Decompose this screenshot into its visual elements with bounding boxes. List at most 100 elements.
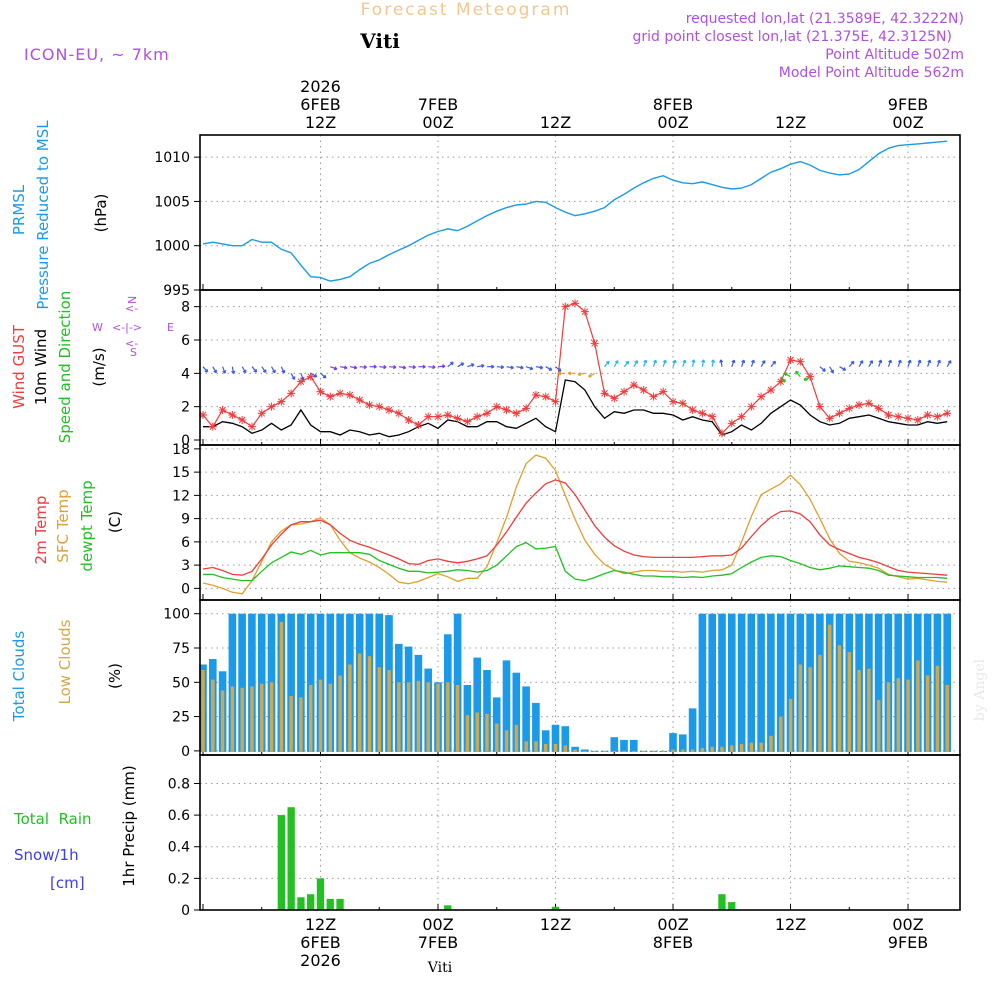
rain-bar: [551, 906, 560, 910]
gridpoint-coords: grid point closest lon,lat (21.375E, 42.…: [632, 29, 952, 45]
low-cloud-bar: [201, 670, 205, 752]
station-name: Viti: [359, 29, 400, 53]
wind-direction-arrow: [633, 360, 638, 367]
low-cloud-bar: [700, 748, 705, 752]
credit: by Angel: [972, 658, 988, 721]
wind-direction-arrow: [339, 365, 348, 370]
wind-unit: (m/s): [90, 347, 108, 386]
gust-marker: [629, 381, 638, 389]
cloud-labels: Total Clouds Low Clouds (%): [10, 619, 124, 722]
snow-unit: [cm]: [50, 874, 85, 892]
gust-marker: [806, 372, 815, 381]
wind-direction-arrow: [839, 366, 847, 371]
low-cloud-bar: [602, 750, 607, 752]
model-name: ICON-EU, ~ 7km: [24, 45, 170, 64]
wind-10m-line: [203, 379, 948, 438]
wind-ytick-label: 2: [181, 400, 190, 416]
wind-direction-arrow: [829, 366, 834, 374]
wind-direction-arrow: [428, 365, 436, 370]
wind-direction-arrow: [750, 359, 755, 367]
gust-marker: [923, 411, 932, 419]
low-cloud-bar: [387, 670, 391, 752]
total-cloud-bar: [620, 739, 628, 752]
wind-direction-arrow: [300, 373, 305, 381]
pressure-label-2: Pressure Reduced to MSL: [34, 120, 52, 310]
total-cloud-bar: [776, 613, 785, 752]
low-cloud-bar: [397, 682, 401, 752]
pressure-ytick-label: 1000: [154, 239, 190, 255]
wind-label-1: Wind GUST: [10, 324, 28, 409]
wind-direction-arrow: [270, 366, 276, 374]
total-cloud-bar: [610, 737, 619, 752]
pressure-ytick-label: 1005: [154, 194, 190, 210]
precip-frame: [199, 754, 961, 911]
top-time-label: 8FEB: [653, 95, 693, 114]
low-cloud-bar: [495, 723, 499, 752]
gust-marker: [345, 391, 354, 399]
low-cloud-bar: [544, 744, 548, 752]
top-time-label: 6FEB: [300, 95, 340, 114]
wind-direction-arrow: [760, 360, 766, 367]
temp-ytick-label: 18: [172, 442, 190, 458]
wind-direction-arrow: [780, 376, 786, 383]
temp-ytick-label: 12: [172, 488, 190, 504]
wind-direction-arrow: [819, 366, 826, 372]
gust-marker: [453, 414, 462, 423]
low-cloud-bar: [514, 724, 519, 752]
top-time-label: 00Z: [422, 113, 453, 132]
low-cloud-bar: [485, 713, 489, 752]
compass-rose: N <- W <-|-> E <- S: [92, 296, 174, 359]
gust-marker: [571, 299, 580, 308]
gust-marker: [336, 389, 345, 398]
wind-ytick-label: 6: [181, 333, 190, 349]
rain-label: Total Rain: [13, 810, 92, 828]
total-cloud-bar: [228, 613, 237, 752]
bottom-time-label: 8FEB: [653, 933, 693, 952]
low-cloud-bar: [925, 675, 930, 752]
rain-bar: [728, 902, 736, 910]
total-cloud-bar: [728, 613, 736, 752]
total-cloud-bar: [541, 730, 550, 752]
low-cloud-bar: [593, 750, 597, 752]
bottom-time-label: 00Z: [422, 915, 453, 934]
wind-direction-arrow: [231, 366, 236, 374]
gust-marker: [522, 404, 531, 413]
wind-direction-arrow: [868, 360, 873, 367]
gust-marker: [904, 414, 913, 423]
gust-marker: [316, 387, 325, 396]
total-cloud-bar: [306, 613, 315, 752]
temp-ytick-label: 0: [181, 581, 190, 597]
gust-marker: [277, 397, 286, 406]
gust-marker: [492, 402, 501, 411]
wind-direction-arrow: [691, 359, 696, 367]
wind-direction-arrow: [701, 359, 706, 367]
wind-direction-arrow: [310, 372, 318, 378]
low-cloud-bar: [710, 746, 714, 752]
total-cloud-bar: [669, 733, 677, 752]
total-cloud-bar: [238, 613, 246, 752]
low-cloud-bar: [798, 664, 802, 752]
gust-marker: [874, 404, 883, 413]
wind-direction-arrow: [927, 359, 932, 367]
pressure-ytick-label: 1010: [154, 150, 190, 166]
gust-marker: [296, 377, 305, 386]
low-cloud-bar: [916, 660, 920, 752]
temp-ytick-label: 6: [181, 535, 190, 551]
gust-marker: [678, 399, 687, 408]
low-cloud-bar: [211, 679, 215, 752]
wind-direction-arrow: [379, 365, 387, 370]
gust-marker: [620, 387, 629, 396]
top-time-label: 7FEB: [418, 95, 458, 114]
total-cloud-bar: [483, 670, 491, 752]
temp-frame: [199, 444, 961, 601]
gust-marker: [766, 386, 775, 394]
gust-marker: [326, 392, 335, 401]
low-cloud-bar: [407, 682, 411, 752]
temp-unit: (C): [106, 511, 124, 533]
total-cloud-bar: [551, 724, 560, 752]
cloud-unit: (%): [106, 663, 124, 689]
low-cloud-bar: [906, 679, 910, 752]
temp-ytick-label: 9: [181, 512, 190, 528]
wind-direction-arrow: [467, 363, 475, 368]
rain-bar: [287, 807, 295, 910]
